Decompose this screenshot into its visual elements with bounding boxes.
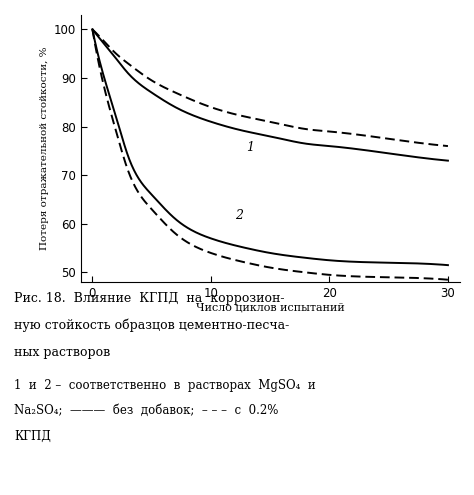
Text: 2: 2 (235, 209, 243, 222)
Text: 1  и  2 –  соответственно  в  растворах  MgSO₄  и: 1 и 2 – соответственно в растворах MgSO₄… (14, 379, 316, 392)
X-axis label: Число циклов испытаний: Число циклов испытаний (196, 303, 345, 313)
Y-axis label: Потеря отражательной стойкости, %: Потеря отражательной стойкости, % (40, 47, 49, 250)
Text: 1: 1 (246, 141, 255, 154)
Text: ную стойкость образцов цементно-песча-: ную стойкость образцов цементно-песча- (14, 319, 290, 332)
Text: ных растворов: ных растворов (14, 346, 110, 359)
Text: Рис. 18.  Влияние  КГПД  на  коррозион-: Рис. 18. Влияние КГПД на коррозион- (14, 292, 285, 305)
Text: КГПД: КГПД (14, 430, 51, 443)
Text: Na₂SO₄;  ———  без  добавок;  – – –  с  0.2%: Na₂SO₄; ——— без добавок; – – – с 0.2% (14, 404, 279, 417)
